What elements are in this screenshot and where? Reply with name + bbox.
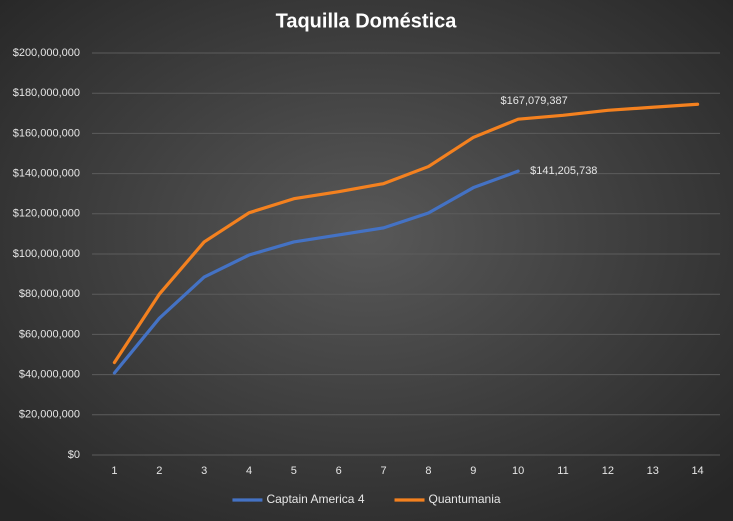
x-tick-label: 1 [111, 465, 117, 477]
x-tick-label: 14 [691, 465, 703, 477]
y-tick-label: $20,000,000 [19, 409, 80, 421]
y-tick-label: $180,000,000 [13, 87, 80, 99]
y-tick-label: $120,000,000 [13, 208, 80, 220]
y-tick-label: $80,000,000 [19, 288, 80, 300]
x-tick-label: 12 [602, 465, 614, 477]
x-tick-label: 3 [201, 465, 207, 477]
x-tick-label: 4 [246, 465, 252, 477]
y-tick-label: $60,000,000 [19, 328, 80, 340]
y-tick-label: $140,000,000 [13, 168, 80, 180]
legend-label: Quantumania [429, 492, 501, 506]
x-tick-label: 8 [425, 465, 431, 477]
x-tick-label: 9 [470, 465, 476, 477]
y-tick-label: $100,000,000 [13, 248, 80, 260]
series-line [112, 169, 520, 375]
x-tick-label: 5 [291, 465, 297, 477]
chart-title: Taquilla Doméstica [276, 10, 458, 32]
y-tick-label: $200,000,000 [13, 47, 80, 59]
x-tick-label: 2 [156, 465, 162, 477]
legend-label: Captain America 4 [266, 492, 364, 506]
x-tick-label: 7 [381, 465, 387, 477]
data-label: $141,205,738 [530, 165, 597, 177]
y-tick-label: $40,000,000 [19, 369, 80, 381]
y-tick-label: $0 [68, 449, 80, 461]
x-tick-label: 11 [557, 465, 568, 477]
y-tick-label: $160,000,000 [13, 127, 80, 139]
x-tick-label: 6 [336, 465, 342, 477]
data-label: $167,079,387 [500, 95, 567, 107]
series-line [112, 102, 700, 365]
x-tick-label: 13 [647, 465, 659, 477]
x-tick-label: 10 [512, 465, 524, 477]
